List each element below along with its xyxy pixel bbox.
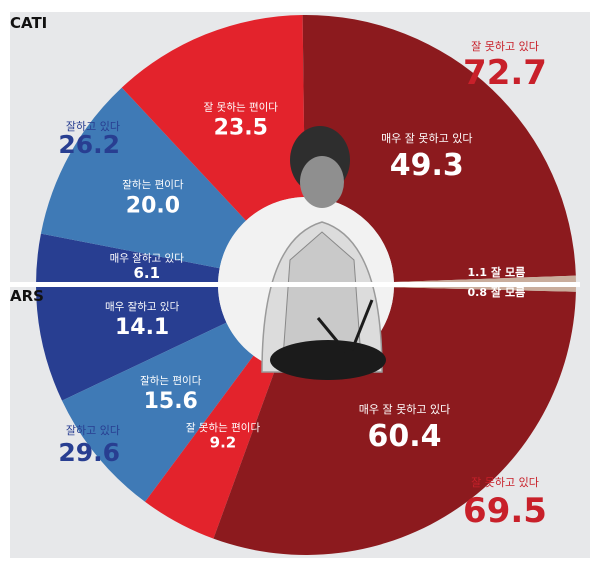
label-ars-good-value: 15.6 <box>144 389 198 414</box>
total-ars-positive-value: 29.6 <box>58 438 120 467</box>
slice-cati-good <box>40 87 246 269</box>
center-photo <box>218 126 394 380</box>
slice-ars-bad <box>145 355 276 539</box>
total-ars-positive-name: 잘하고 있다 <box>66 423 120 437</box>
label-ars-very-good-name: 매우 잘하고 있다 <box>105 300 180 313</box>
label-cati-bad-name: 잘 못하는 편이다 <box>204 100 279 113</box>
label-cati-very-bad-name: 매우 잘 못하고 있다 <box>381 131 472 145</box>
label-ars-bad-value: 9.2 <box>210 433 237 451</box>
labels-layer: 매우 잘 못하고 있다 49.3 잘 못하는 편이다 23.5 잘하는 편이다 20.0 매… <box>58 39 547 531</box>
total-cati-positive-name: 잘하고 있다 <box>66 119 120 133</box>
label-ars-bad-name: 잘 못하는 편이다 <box>186 421 261 434</box>
slice-cati-very-good <box>36 233 220 285</box>
label-cati-good-value: 20.0 <box>126 193 180 218</box>
slice-ars-very-bad <box>213 287 576 555</box>
total-ars-negative-name: 잘 못하고 있다 <box>471 475 539 489</box>
total-cati-positive-value: 26.2 <box>58 130 120 159</box>
slice-cati-very-bad <box>302 15 576 282</box>
label-cati-bad-value: 23.5 <box>214 116 268 141</box>
label-cati-unknown-name: 잘 모름 <box>491 266 525 279</box>
cati-group-label: CATI <box>10 14 47 32</box>
label-cati-unknown-value: 1.1 <box>468 266 488 279</box>
slice-ars-very-good <box>36 285 227 401</box>
label-ars-very-bad-value: 60.4 <box>367 419 441 454</box>
total-cati-negative-value: 72.7 <box>463 53 547 93</box>
label-cati-very-good-name: 매우 잘하고 있다 <box>110 251 185 264</box>
label-ars-unknown-value: 0.8 <box>468 286 488 299</box>
slice-ars-good <box>62 322 254 502</box>
label-ars-good-name: 잘하는 편이다 <box>140 374 202 387</box>
label-cati-very-good-value: 6.1 <box>133 264 160 282</box>
total-ars-negative-value: 69.5 <box>463 491 547 531</box>
total-cati-negative-name: 잘 못하고 있다 <box>471 39 539 53</box>
label-ars-very-good-value: 14.1 <box>115 315 169 340</box>
slices-layer <box>36 15 576 555</box>
label-cati-good-name: 잘하는 편이다 <box>122 178 184 191</box>
label-cati-very-bad-value: 49.3 <box>390 148 464 183</box>
label-ars-unknown-name: 잘 모름 <box>491 286 525 299</box>
slice-cati-bad <box>121 15 305 221</box>
ars-group-label: ARS <box>10 287 44 305</box>
label-ars-very-bad-name: 매우 잘 못하고 있다 <box>359 402 450 416</box>
